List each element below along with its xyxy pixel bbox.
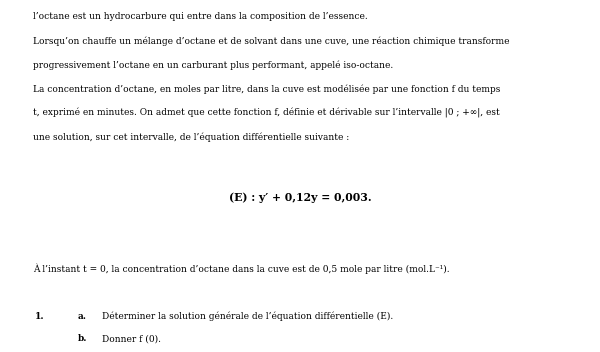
Text: a.: a.	[78, 312, 87, 321]
Text: Donner f (0).: Donner f (0).	[102, 334, 161, 343]
Text: t, exprimé en minutes. On admet que cette fonction f, définie et dérivable sur l: t, exprimé en minutes. On admet que cett…	[33, 108, 500, 118]
Text: 1.: 1.	[35, 312, 44, 321]
Text: progressivement l’octane en un carburant plus performant, appelé iso-octane.: progressivement l’octane en un carburant…	[33, 60, 393, 70]
Text: La concentration d’octane, en moles par litre, dans la cuve est modélisée par un: La concentration d’octane, en moles par …	[33, 84, 500, 94]
Text: b.: b.	[78, 334, 88, 343]
Text: À l’instant t = 0, la concentration d’octane dans la cuve est de 0,5 mole par li: À l’instant t = 0, la concentration d’oc…	[33, 264, 449, 274]
Text: une solution, sur cet intervalle, de l’équation différentielle suivante :: une solution, sur cet intervalle, de l’é…	[33, 132, 349, 142]
Text: Lorsqu’on chauffe un mélange d’octane et de solvant dans une cuve, une réaction : Lorsqu’on chauffe un mélange d’octane et…	[33, 36, 509, 46]
Text: l’octane est un hydrocarbure qui entre dans la composition de l’essence.: l’octane est un hydrocarbure qui entre d…	[33, 12, 368, 21]
Text: (E) : y′ + 0,12y = 0,003.: (E) : y′ + 0,12y = 0,003.	[229, 192, 371, 203]
Text: Déterminer la solution générale de l’équation différentielle (E).: Déterminer la solution générale de l’équ…	[102, 312, 393, 321]
